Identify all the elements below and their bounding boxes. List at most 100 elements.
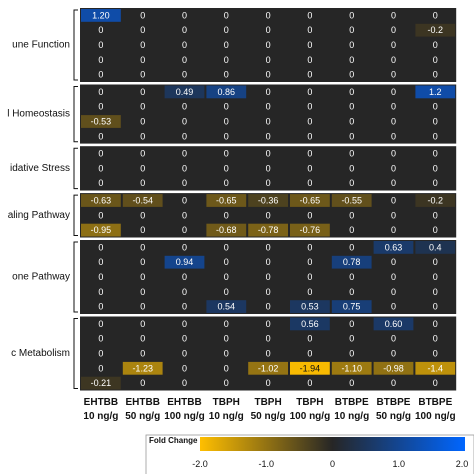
cell-value-label: 0	[98, 363, 103, 373]
cell-value-label: 0	[307, 210, 312, 220]
heatmap-cells: 1.2 0 0 0 0 0 0 0 0 0 0 0 0 0 0 0 0 0 -0.2 0 0 0 0 0 0 0 0 0 0 0 0 0 0 0 0…	[80, 8, 457, 391]
cell-value-label: 0	[433, 149, 438, 159]
cell-value-label: 0.54	[218, 302, 236, 312]
cell-value-label: 0	[140, 349, 145, 359]
cell-value-label: -0.2	[428, 25, 444, 35]
heatmap-cell	[331, 255, 372, 269]
cell-value-label: 0	[433, 210, 438, 220]
cell-value-label: -0.78	[258, 225, 279, 235]
cell-value-label: 0	[266, 55, 271, 65]
cell-value-label: -1.23	[132, 363, 153, 373]
cell-value-label: 0	[307, 378, 312, 388]
group-band	[80, 84, 457, 144]
cell-value-label: 0	[391, 196, 396, 206]
cell-value-label: 0.86	[218, 87, 236, 97]
cell-value-label: 0.53	[301, 302, 319, 312]
heatmap-cell	[248, 194, 288, 207]
cell-value-label: 0	[140, 87, 145, 97]
cell-value-label: 0	[307, 10, 312, 20]
column-label-compound: TBPH	[296, 397, 323, 408]
cell-value-label: 0	[224, 117, 229, 127]
cell-value-label: 0.63	[385, 242, 403, 252]
cell-value-label: 0	[182, 25, 187, 35]
heatmap-cell	[248, 223, 288, 237]
cell-value-label: 0	[224, 319, 229, 329]
column-label-dose: 50 ng/g	[376, 411, 411, 422]
cell-value-label: 0	[433, 178, 438, 188]
cell-value-label: 0	[224, 40, 229, 50]
cell-value-label: -0.36	[258, 196, 279, 206]
group-bracket	[73, 147, 78, 190]
cell-value-label: 0	[182, 117, 187, 127]
cell-value-label: 0	[307, 349, 312, 359]
cell-value-label: 0	[98, 210, 103, 220]
cell-value-label: 0	[391, 178, 396, 188]
cell-value-label: 0.56	[301, 319, 319, 329]
column-label-compound: BTBPE	[335, 397, 369, 408]
cell-value-label: 0	[182, 378, 187, 388]
cell-value-label: 0	[140, 302, 145, 312]
group-label: one Pathway	[12, 272, 70, 283]
cell-value-label: 0	[140, 178, 145, 188]
cell-value-label: 0	[98, 257, 103, 267]
cell-value-label: 0	[182, 40, 187, 50]
cell-value-label: 0	[266, 25, 271, 35]
cell-value-label: 0	[224, 272, 229, 282]
cell-value-label: 0	[98, 242, 103, 252]
cell-value-label: 1.2	[429, 87, 442, 97]
cell-value-label: 0	[307, 25, 312, 35]
cell-value-label: 0	[433, 102, 438, 112]
cell-value-label: -1.02	[258, 363, 279, 373]
cell-value-label: 0	[391, 163, 396, 173]
heatmap-cell	[331, 300, 372, 313]
cell-value-label: 0	[182, 178, 187, 188]
heatmap-cell	[331, 361, 372, 375]
heatmap-cell	[290, 194, 330, 207]
cell-value-label: 0	[224, 257, 229, 267]
cell-value-label: 0	[433, 272, 438, 282]
cell-value-label: -0.55	[341, 196, 362, 206]
cell-value-label: 0	[266, 178, 271, 188]
cell-value-label: -1.94	[300, 363, 321, 373]
cell-value-label: 0	[224, 149, 229, 159]
cell-value-label: 0	[307, 149, 312, 159]
cell-value-label: 0	[182, 131, 187, 141]
cell-value-label: 0	[433, 349, 438, 359]
cell-value-label: 0	[182, 363, 187, 373]
cell-value-label: 0	[266, 117, 271, 127]
column-label-dose: 100 ng/g	[290, 411, 331, 422]
cell-value-label: 0.75	[343, 302, 361, 312]
cell-value-label: 0	[266, 40, 271, 50]
heatmap-cell	[122, 361, 163, 375]
cell-value-label: 0	[266, 378, 271, 388]
heatmap-cell	[373, 241, 414, 254]
cell-value-label: 0	[266, 102, 271, 112]
cell-value-label: 0	[140, 55, 145, 65]
cell-value-label: 0	[307, 242, 312, 252]
cell-value-label: 0	[349, 40, 354, 50]
cell-value-label: 0	[349, 287, 354, 297]
group-band	[80, 146, 457, 191]
heatmap-labels: une Function l Homeostasis idative Stress a…	[7, 40, 455, 423]
cell-value-label: 0	[182, 163, 187, 173]
cell-value-label: 0	[140, 378, 145, 388]
heatmap-cell	[290, 361, 330, 375]
cell-value-label: 0	[98, 55, 103, 65]
cell-value-label: 0	[266, 131, 271, 141]
cell-value-label: 0	[349, 25, 354, 35]
group-bracket	[73, 86, 78, 143]
cell-value-label: 0	[140, 25, 145, 35]
cell-value-label: 0	[266, 287, 271, 297]
cell-value-label: 0	[98, 163, 103, 173]
group-label: idative Stress	[10, 163, 70, 174]
cell-value-label: 0	[307, 40, 312, 50]
group-brackets	[73, 9, 78, 389]
cell-value-label: 0	[349, 210, 354, 220]
cell-value-label: 0	[140, 40, 145, 50]
group-bracket	[73, 194, 78, 236]
column-label-compound: TBPH	[254, 397, 281, 408]
heatmap-cell	[415, 23, 456, 37]
cell-value-label: 0	[266, 210, 271, 220]
cell-value-label: 0	[224, 363, 229, 373]
cell-value-label: 0	[433, 225, 438, 235]
